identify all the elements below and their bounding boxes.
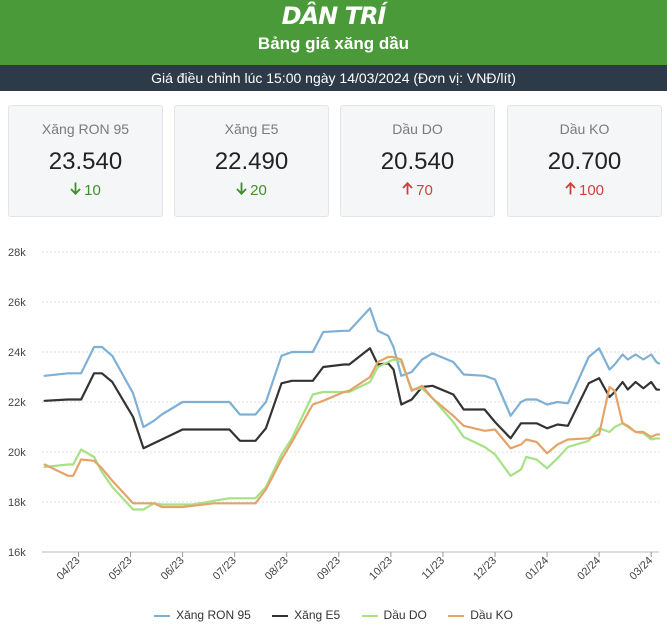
y-tick-label: 16k <box>8 547 26 559</box>
legend-item-do[interactable]: Dầu DO <box>361 604 427 626</box>
update-info-bar: Giá điều chỉnh lúc 15:00 ngày 14/03/2024… <box>0 65 667 91</box>
card-fuel-name: Dầu KO <box>559 121 610 137</box>
card-change-value: 20 <box>250 182 267 199</box>
card-fuel-name: Dầu DO <box>392 121 443 137</box>
card-change: 20 <box>175 182 328 199</box>
legend-swatch <box>272 614 289 617</box>
price-history-chart: 16k 18k 20k 22k 24k 26k 28k 04/23 05/23 06/23 07/2… <box>8 247 661 583</box>
arrow-up-icon <box>402 181 413 199</box>
y-tick-label: 18k <box>8 497 26 509</box>
card-change-value: 70 <box>416 182 433 199</box>
price-card-e5: Xăng E5 22.490 20 <box>174 105 329 217</box>
series-line-2 <box>43 347 661 450</box>
x-tick-label: 06/23 <box>159 555 187 583</box>
series-line-3 <box>43 358 661 511</box>
y-tick-label: 20k <box>8 447 26 459</box>
y-tick-label: 28k <box>8 247 26 259</box>
x-tick-label: 10/23 <box>367 555 395 583</box>
x-tick-label: 08/23 <box>263 555 291 583</box>
price-card-do: Dầu DO 20.540 70 <box>340 105 495 217</box>
x-tick-label: 03/24 <box>627 555 655 583</box>
arrow-down-icon <box>236 182 247 199</box>
x-tick-label: 01/24 <box>523 555 551 583</box>
page-title: Bảng giá xăng dầu <box>257 34 410 53</box>
x-tick-label: 05/23 <box>107 555 135 583</box>
arrow-up-icon <box>565 181 576 199</box>
legend-swatch <box>361 614 378 617</box>
card-fuel-name: Xăng E5 <box>224 121 279 137</box>
brand-logo[interactable]: DÂN TRÍ <box>281 2 387 30</box>
y-tick-label: 26k <box>8 297 26 309</box>
x-tick-label: 09/23 <box>315 555 343 583</box>
series-line-4 <box>43 355 661 509</box>
x-tick-label: 12/23 <box>471 555 499 583</box>
card-price: 23.540 <box>48 148 123 175</box>
y-tick-label: 24k <box>8 347 26 359</box>
legend-item-e5[interactable]: Xăng E5 <box>272 604 340 626</box>
series-line-1 <box>43 307 661 429</box>
price-card-ron95: Xăng RON 95 23.540 10 <box>8 105 163 217</box>
x-tick-label: 11/23 <box>420 555 447 582</box>
card-price: 20.700 <box>547 148 622 175</box>
card-change: 70 <box>341 181 494 199</box>
x-tick-label: 02/24 <box>575 555 603 583</box>
card-fuel-name: Xăng RON 95 <box>41 121 130 137</box>
legend-item-ko[interactable]: Dầu KO <box>448 604 513 626</box>
card-change-value: 100 <box>578 182 605 199</box>
legend-swatch <box>154 614 171 617</box>
legend-swatch <box>448 614 465 617</box>
header-banner: DÂN TRÍ Bảng giá xăng dầu <box>0 0 667 65</box>
arrow-down-icon <box>70 182 81 199</box>
price-card-ko: Dầu KO 20.700 100 <box>507 105 662 217</box>
chart-legend: Xăng RON 95 Xăng E5 Dầu DO Dầu KO <box>0 604 667 626</box>
card-price: 20.540 <box>380 148 455 175</box>
card-price: 22.490 <box>214 148 289 175</box>
card-change: 100 <box>508 181 661 199</box>
x-tick-label: 07/23 <box>211 555 239 583</box>
x-tick-label: 04/23 <box>55 555 83 583</box>
card-change-value: 10 <box>84 182 101 199</box>
legend-item-ron95[interactable]: Xăng RON 95 <box>154 604 251 626</box>
y-tick-label: 22k <box>8 397 26 409</box>
card-change: 10 <box>9 182 162 199</box>
